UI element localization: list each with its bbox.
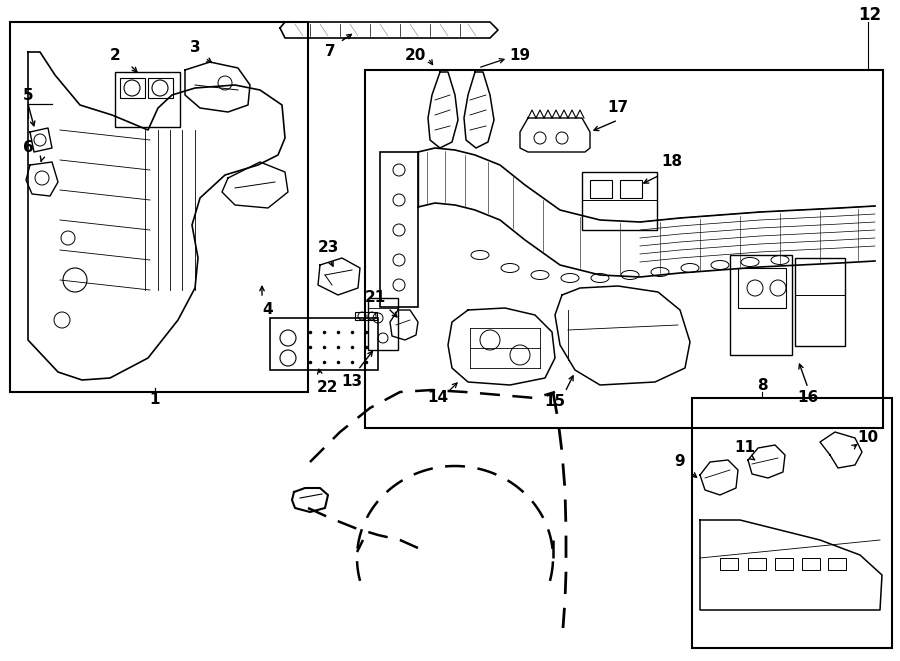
Text: 19: 19 [509,48,531,63]
Text: 14: 14 [428,391,448,405]
Bar [148,78,173,98]
Bar [720,558,738,570]
Bar [748,558,766,570]
Text: 3: 3 [190,40,201,56]
Bar [115,72,180,127]
Bar [795,258,845,346]
Bar [738,268,786,308]
Text: 1: 1 [149,393,160,407]
Bar [730,255,792,355]
Bar [368,298,398,350]
Bar [355,312,377,320]
Text: 22: 22 [317,381,338,395]
Text: 9: 9 [675,455,685,469]
Bar [365,70,883,428]
Text: 21: 21 [364,290,385,305]
Text: 13: 13 [341,375,363,389]
Text: 12: 12 [859,6,882,24]
Text: 7: 7 [325,44,336,59]
Text: 11: 11 [734,440,755,455]
Text: 10: 10 [858,430,878,446]
Bar [828,558,846,570]
Text: 2: 2 [110,48,121,63]
Text: 17: 17 [608,100,628,116]
Text: 15: 15 [544,395,565,410]
Bar [380,152,418,307]
Text: 4: 4 [263,303,274,317]
Bar [582,172,657,230]
Bar [620,180,642,198]
Text: 20: 20 [404,48,426,63]
Text: 8: 8 [757,377,768,393]
Text: 5: 5 [22,87,33,102]
Bar [10,22,308,392]
Text: 23: 23 [318,241,338,256]
Bar [270,318,378,370]
Bar [590,180,612,198]
Text: 18: 18 [662,155,682,169]
Bar [692,398,892,648]
Bar [775,558,793,570]
Text: 16: 16 [797,391,819,405]
Text: 6: 6 [22,141,33,155]
Bar [802,558,820,570]
Bar [120,78,145,98]
